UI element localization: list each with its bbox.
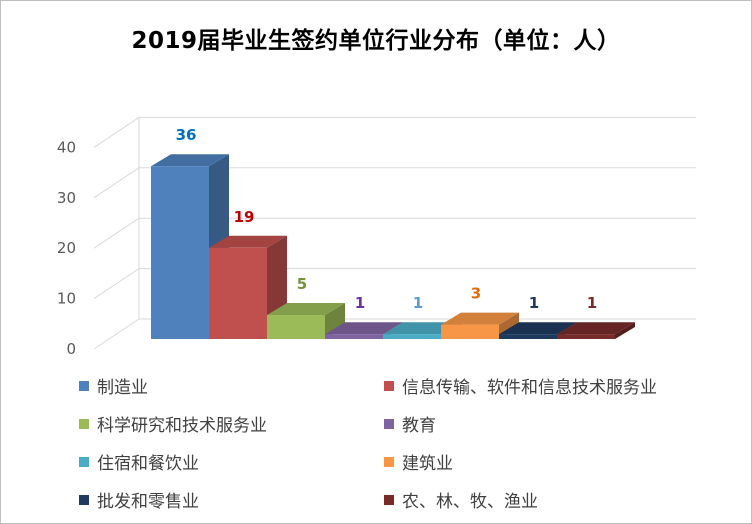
data-label: 1 (529, 294, 539, 312)
data-label: 36 (176, 126, 197, 144)
legend-label: 科学研究和技术服务业 (97, 416, 267, 436)
legend-swatch (384, 380, 394, 391)
data-label: 1 (355, 294, 365, 312)
legend-label: 制造业 (97, 378, 148, 398)
legend-item: 批发和零售业 (79, 487, 199, 512)
legend-item: 教育 (384, 411, 436, 436)
legend-item: 农、林、牧、渔业 (384, 487, 538, 512)
y-tick-label: 40 (57, 138, 76, 156)
legend-label: 批发和零售业 (97, 492, 199, 512)
y-tick-label: 0 (66, 340, 76, 358)
legend-label: 教育 (402, 416, 436, 436)
data-label: 5 (297, 275, 307, 293)
legend-item: 科学研究和技术服务业 (79, 411, 267, 436)
legend-label: 农、林、牧、渔业 (402, 492, 538, 512)
legend-item: 信息传输、软件和信息技术服务业 (384, 373, 657, 398)
data-labels: 36 19 5 1 1 3 1 1 (176, 126, 598, 312)
legend-swatch (384, 494, 394, 505)
legend-swatch (79, 418, 89, 429)
legend-label: 住宿和餐饮业 (97, 454, 199, 474)
legend-item: 制造业 (79, 373, 148, 398)
data-label: 3 (471, 285, 481, 303)
bars (151, 154, 635, 339)
y-tick-label: 20 (57, 239, 76, 257)
legend-swatch (384, 456, 394, 467)
y-tick-label: 30 (57, 189, 76, 207)
data-label: 1 (587, 294, 597, 312)
legend-item: 住宿和餐饮业 (79, 449, 199, 474)
legend-item: 建筑业 (384, 449, 453, 474)
data-label: 19 (234, 208, 255, 226)
chart-title: 2019届毕业生签约单位行业分布（单位：人） (131, 28, 621, 54)
legend-label: 建筑业 (402, 454, 453, 474)
y-axis-ticks: 0 10 20 30 40 (57, 138, 76, 358)
y-tick-label: 10 (57, 290, 76, 308)
legend-swatch (79, 456, 89, 467)
legend-swatch (79, 494, 89, 505)
data-label: 1 (413, 294, 423, 312)
legend-swatch (79, 380, 89, 391)
legend-label: 信息传输、软件和信息技术服务业 (402, 378, 657, 398)
bar (557, 322, 635, 339)
legend-swatch (384, 418, 394, 429)
